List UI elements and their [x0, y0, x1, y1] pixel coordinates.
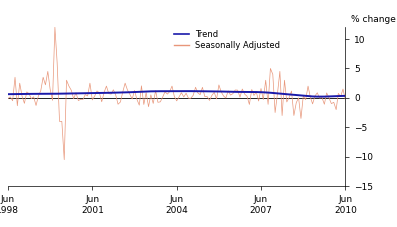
- Text: % change: % change: [351, 15, 396, 25]
- Legend: Trend, Seasonally Adjusted: Trend, Seasonally Adjusted: [174, 30, 281, 50]
